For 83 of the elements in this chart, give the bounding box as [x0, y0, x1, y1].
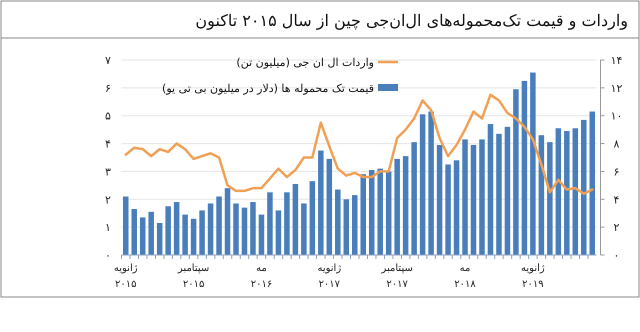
- bar: [250, 202, 256, 255]
- bar: [420, 114, 426, 255]
- bar: [352, 195, 358, 255]
- x-tick-label: مه ۲۰۱۸: [454, 263, 476, 290]
- bar: [462, 139, 468, 255]
- chart-title: واردات و قیمت تک‌محموله‌های ال‌ان‌جی چین از سال ۲۰۱۵ تاکنون: [195, 11, 628, 30]
- bar: [513, 89, 519, 255]
- legend-label: واردات ال ان جی (میلیون تن): [236, 56, 374, 69]
- y2-tick-label: ۲: [614, 221, 620, 234]
- bar: [556, 128, 562, 255]
- y2-tick-label: ۶: [614, 165, 620, 178]
- x-tick-label: ژانویه ۲۰۱۹: [521, 263, 545, 290]
- x-tick-label: ژانویه ۲۰۱۵: [114, 263, 138, 290]
- bar: [224, 188, 230, 255]
- bar: [292, 184, 298, 255]
- y2-tick-label: ۱۰: [610, 110, 622, 123]
- y-tick-label: ۶: [105, 82, 111, 95]
- bar: [190, 218, 196, 255]
- bar: [488, 124, 494, 255]
- bar: [310, 181, 316, 255]
- bar: [445, 164, 451, 255]
- bar: [216, 196, 222, 255]
- x-tick-label: سپتامبر ۲۰۱۷: [380, 263, 413, 290]
- bar: [182, 214, 188, 255]
- bar: [131, 209, 137, 255]
- bar: [504, 126, 510, 255]
- bar: [148, 212, 154, 255]
- bar: [564, 131, 570, 255]
- bar: [276, 210, 282, 255]
- bar: [581, 120, 587, 255]
- y2-tick-label: ۴: [614, 193, 620, 206]
- bar: [572, 128, 578, 255]
- x-tick-label: سپتامبر ۲۰۱۵: [176, 263, 210, 290]
- bar: [428, 112, 434, 255]
- bar: [174, 202, 180, 255]
- x-tick-label: مه ۲۰۱۶: [250, 263, 272, 290]
- y-tick-label: ۱: [105, 221, 111, 234]
- bar: [538, 135, 544, 255]
- y2-tick-label: ۱۴: [610, 54, 622, 67]
- bar: [208, 203, 214, 255]
- bar: [530, 72, 536, 255]
- y-tick-label: ۴: [105, 138, 112, 151]
- bar: [411, 142, 417, 255]
- bar: [496, 134, 502, 255]
- bar: [470, 144, 476, 255]
- bar: [301, 203, 307, 255]
- bar: [140, 217, 146, 255]
- bar: [402, 156, 408, 255]
- bar: [344, 199, 350, 255]
- bar: [267, 192, 273, 255]
- bar: [386, 171, 392, 255]
- bar: [335, 190, 341, 255]
- bar: [360, 174, 366, 255]
- bar: [377, 168, 383, 255]
- bar: [258, 214, 264, 255]
- y-tick-label: ۵: [105, 110, 112, 123]
- y-tick-label: ۷: [105, 54, 112, 67]
- y2-tick-label: ۸: [614, 138, 620, 151]
- legend-label: قیمت تک محموله ها (دلار در میلیون بی تی یو): [162, 82, 374, 95]
- y2-tick-label: ۱۲: [610, 82, 622, 95]
- line-series: [124, 94, 594, 195]
- bar: [522, 80, 528, 255]
- x-tick-label: ژانویه ۲۰۱۷: [317, 263, 342, 290]
- y-tick-label: ۲: [105, 193, 112, 206]
- bar: [156, 222, 162, 255]
- bar: [368, 170, 374, 255]
- bar: [318, 150, 324, 255]
- bar: [454, 160, 460, 255]
- bar: [199, 210, 205, 255]
- bar: [547, 142, 553, 255]
- bar: [479, 139, 485, 255]
- y-tick-label: ۳: [105, 165, 112, 178]
- bar: [436, 144, 442, 255]
- bar: [242, 208, 248, 255]
- y-tick-label: ۰: [105, 249, 111, 262]
- bar: [394, 158, 400, 255]
- y2-tick-label: ۰: [614, 249, 620, 262]
- bar: [590, 112, 596, 255]
- bar: [284, 192, 290, 255]
- bar: [122, 196, 128, 255]
- bar: [326, 158, 332, 255]
- bar: [233, 203, 239, 255]
- bar: [165, 206, 171, 255]
